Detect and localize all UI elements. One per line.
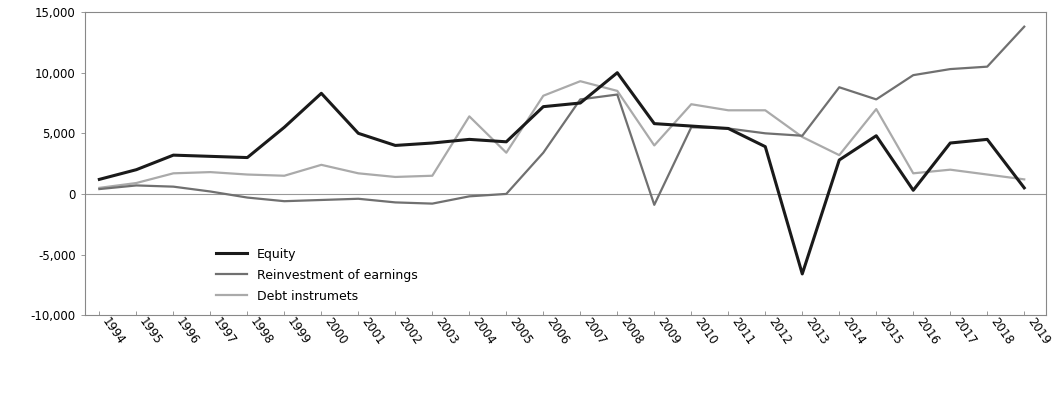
Equity <box>241 155 254 160</box>
Reinvestment of earnings <box>130 183 143 188</box>
Line: Equity: Equity <box>99 73 1024 274</box>
Equity <box>796 271 809 276</box>
Equity <box>648 121 661 126</box>
Reinvestment of earnings <box>685 125 698 130</box>
Equity <box>463 137 476 142</box>
Reinvestment of earnings <box>648 202 661 207</box>
Equity <box>204 154 217 159</box>
Reinvestment of earnings <box>574 97 587 102</box>
Reinvestment of earnings <box>204 189 217 194</box>
Equity <box>500 139 513 144</box>
Debt instrumets <box>907 171 920 176</box>
Equity <box>278 125 291 130</box>
Reinvestment of earnings <box>315 198 328 202</box>
Debt instrumets <box>796 135 809 139</box>
Debt instrumets <box>315 162 328 167</box>
Equity <box>685 124 698 128</box>
Debt instrumets <box>389 175 402 179</box>
Debt instrumets <box>167 171 180 176</box>
Debt instrumets <box>204 170 217 175</box>
Reinvestment of earnings <box>722 126 735 131</box>
Reinvestment of earnings <box>167 184 180 189</box>
Reinvestment of earnings <box>759 131 772 136</box>
Debt instrumets <box>981 172 994 177</box>
Equity <box>833 158 846 162</box>
Debt instrumets <box>278 173 291 178</box>
Debt instrumets <box>722 108 735 113</box>
Equity <box>611 70 624 75</box>
Reinvestment of earnings <box>981 64 994 69</box>
Debt instrumets <box>537 93 550 98</box>
Reinvestment of earnings <box>833 85 846 90</box>
Legend: Equity, Reinvestment of earnings, Debt instrumets: Equity, Reinvestment of earnings, Debt i… <box>216 248 418 303</box>
Reinvestment of earnings <box>870 97 883 102</box>
Equity <box>537 104 550 109</box>
Reinvestment of earnings <box>907 73 920 78</box>
Debt instrumets <box>611 88 624 93</box>
Equity <box>352 131 365 136</box>
Reinvestment of earnings <box>1018 24 1031 29</box>
Reinvestment of earnings <box>537 150 550 155</box>
Debt instrumets <box>759 108 772 113</box>
Reinvestment of earnings <box>796 133 809 138</box>
Debt instrumets <box>93 185 106 190</box>
Reinvestment of earnings <box>389 200 402 205</box>
Reinvestment of earnings <box>278 199 291 204</box>
Equity <box>759 144 772 149</box>
Equity <box>315 91 328 96</box>
Equity <box>574 101 587 105</box>
Equity <box>130 167 143 172</box>
Debt instrumets <box>426 173 439 178</box>
Debt instrumets <box>833 153 846 158</box>
Reinvestment of earnings <box>241 195 254 200</box>
Line: Debt instrumets: Debt instrumets <box>99 81 1024 188</box>
Reinvestment of earnings <box>611 92 624 97</box>
Debt instrumets <box>241 172 254 177</box>
Equity <box>426 141 439 145</box>
Reinvestment of earnings <box>944 67 957 72</box>
Line: Reinvestment of earnings: Reinvestment of earnings <box>99 27 1024 205</box>
Debt instrumets <box>500 150 513 155</box>
Debt instrumets <box>648 143 661 148</box>
Reinvestment of earnings <box>463 194 476 199</box>
Reinvestment of earnings <box>500 191 513 196</box>
Debt instrumets <box>685 102 698 107</box>
Debt instrumets <box>870 107 883 112</box>
Debt instrumets <box>1018 177 1031 182</box>
Equity <box>1018 185 1031 190</box>
Equity <box>907 188 920 193</box>
Equity <box>167 153 180 158</box>
Equity <box>93 177 106 182</box>
Debt instrumets <box>574 79 587 84</box>
Equity <box>981 137 994 142</box>
Equity <box>722 126 735 131</box>
Debt instrumets <box>463 114 476 119</box>
Debt instrumets <box>944 167 957 172</box>
Equity <box>389 143 402 148</box>
Reinvestment of earnings <box>426 201 439 206</box>
Equity <box>944 141 957 145</box>
Reinvestment of earnings <box>93 187 106 191</box>
Equity <box>870 133 883 138</box>
Debt instrumets <box>130 181 143 185</box>
Reinvestment of earnings <box>352 196 365 201</box>
Debt instrumets <box>352 171 365 176</box>
